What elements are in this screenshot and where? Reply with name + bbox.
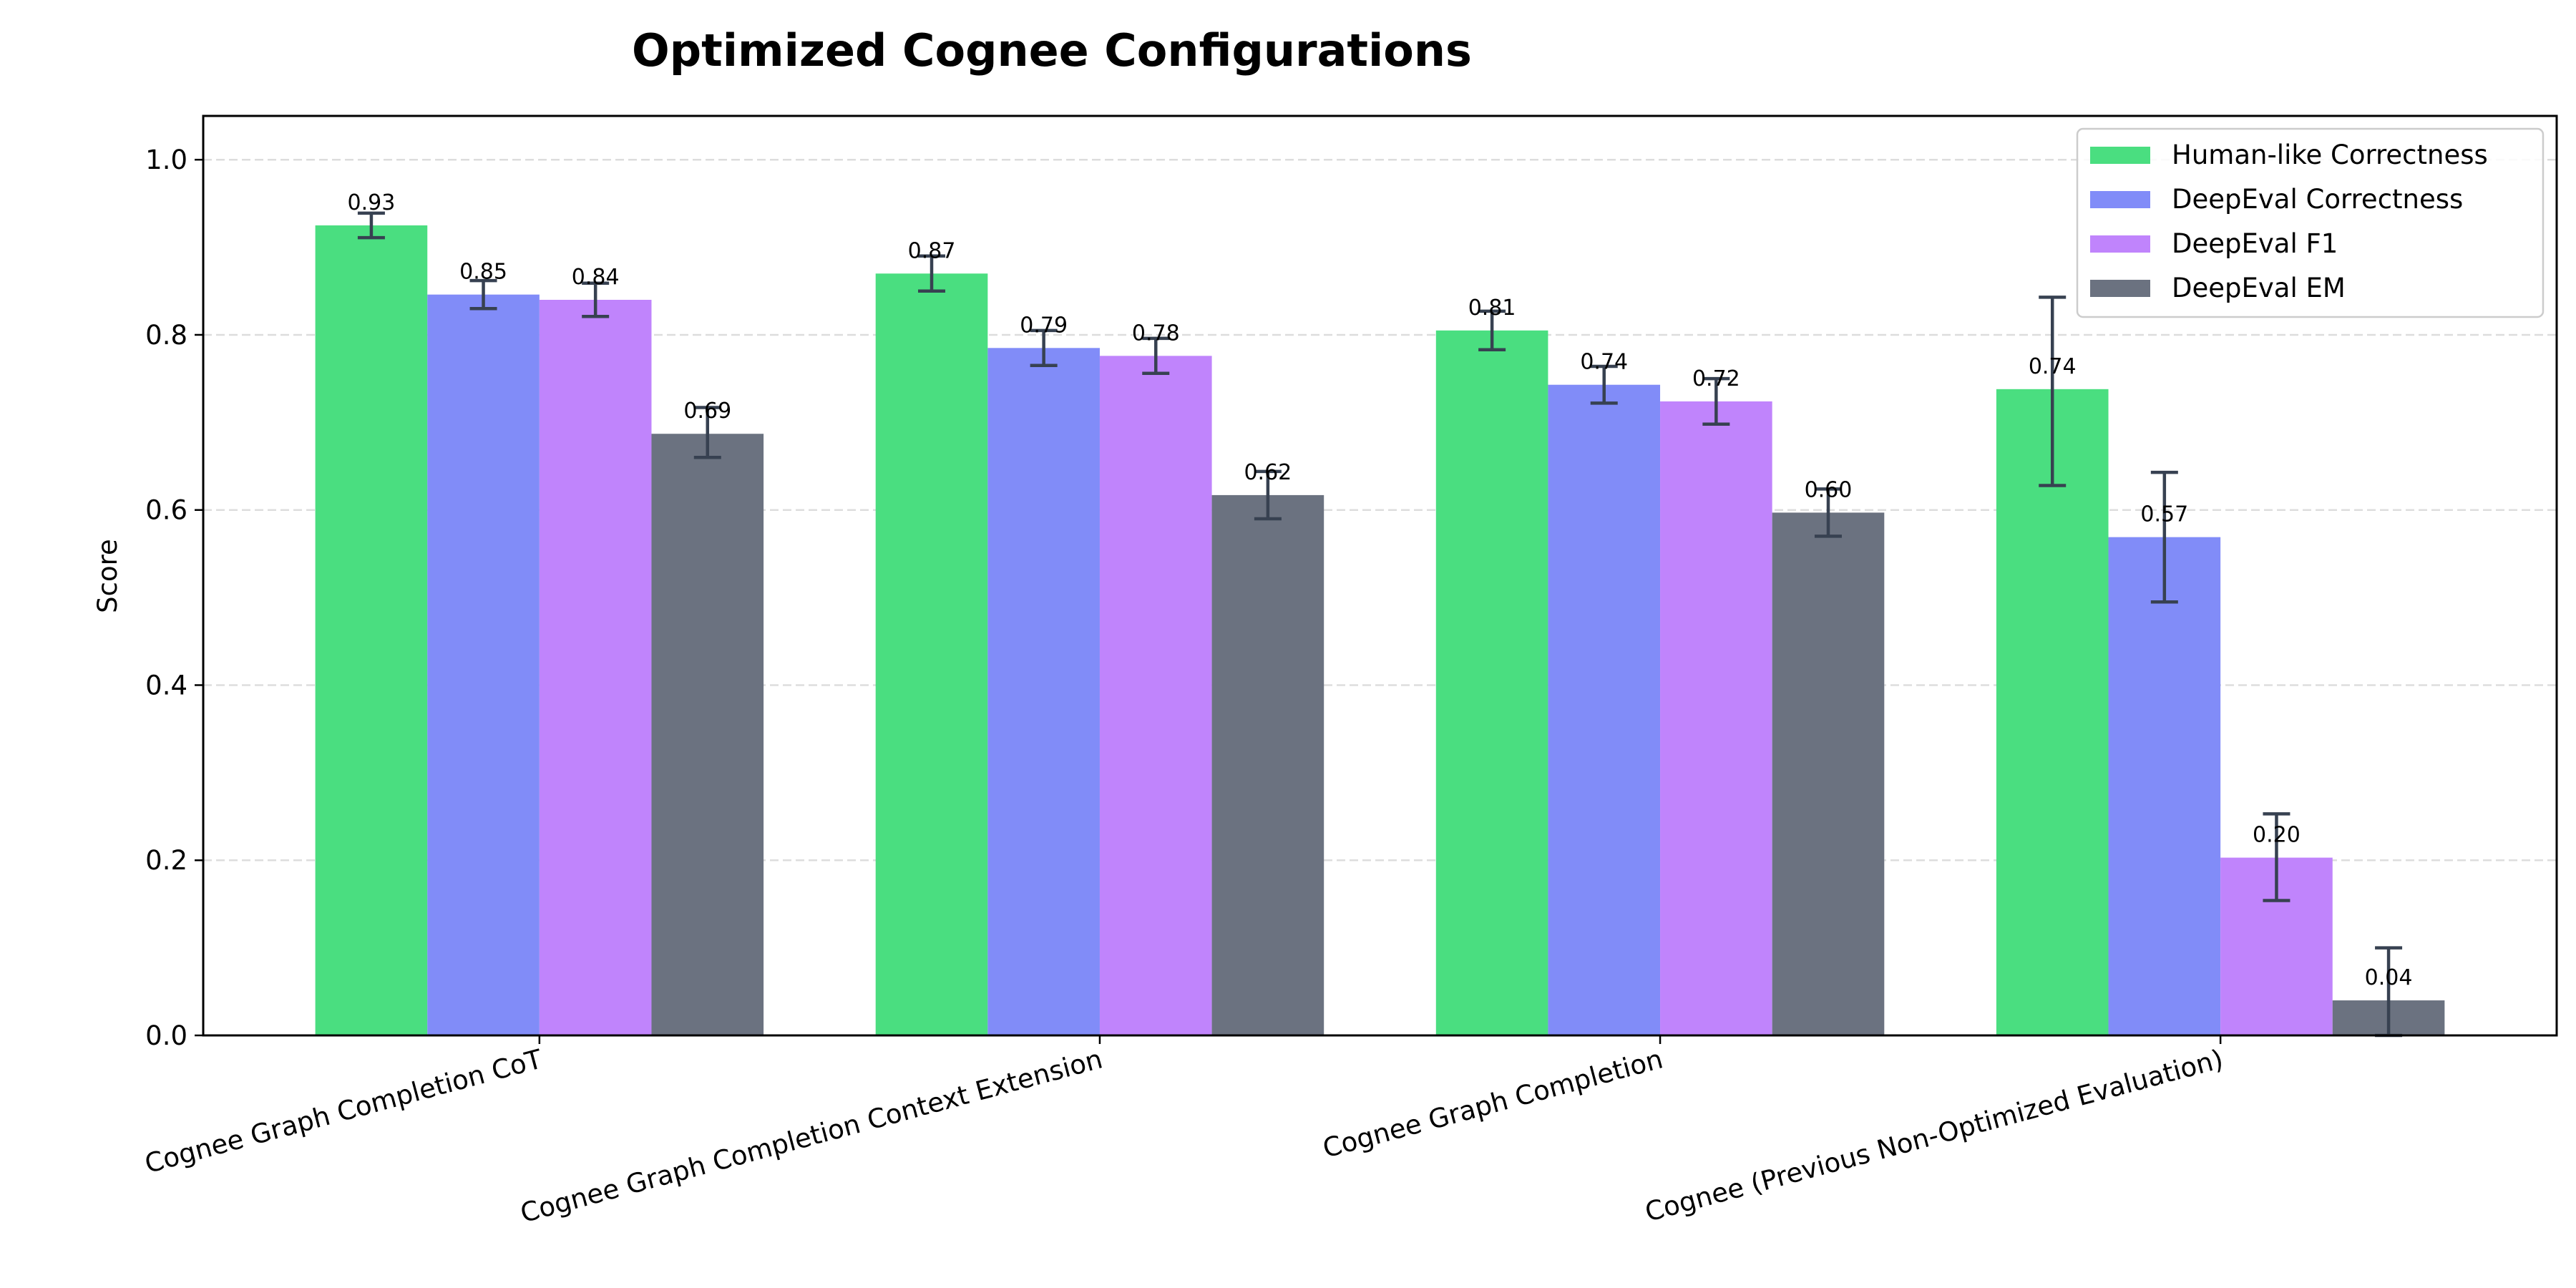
y-tick-label: 1.0 (145, 145, 187, 175)
value-label: 0.93 (348, 190, 396, 215)
legend-swatch (2090, 147, 2150, 164)
bar (427, 294, 540, 1036)
value-label: 0.04 (2365, 965, 2413, 990)
value-label: 0.85 (459, 260, 507, 285)
bar (1435, 330, 1548, 1035)
bar (315, 225, 428, 1035)
y-tick-label: 0.2 (145, 845, 187, 876)
value-label: 0.60 (1805, 477, 1853, 502)
bar (1099, 356, 1212, 1035)
legend-swatch (2090, 191, 2150, 208)
value-label: 0.87 (908, 238, 956, 263)
error-bars (357, 211, 2403, 1038)
legend-swatch (2090, 235, 2150, 253)
value-label: 0.57 (2140, 502, 2188, 527)
bar (875, 273, 988, 1036)
value-label: 0.74 (2029, 354, 2077, 379)
legend: Human-like Correctness DeepEval Correctne… (2076, 127, 2545, 318)
value-label: 0.74 (1580, 350, 1628, 375)
legend-label: DeepEval Correctness (2172, 184, 2463, 215)
value-label: 0.20 (2253, 823, 2301, 848)
chart-title: Optimized Cognee Configurations (632, 24, 1472, 77)
y-axis-label: Score (92, 539, 123, 613)
bar (2108, 537, 2221, 1035)
bar (987, 348, 1100, 1035)
value-label: 0.81 (1468, 296, 1516, 321)
value-label: 0.72 (1692, 366, 1740, 391)
bar (1996, 389, 2109, 1035)
value-labels: 0.93 0.87 0.81 0.74 0.85 0.79 0.74 0.57 0.84 0.78… (348, 190, 2413, 990)
value-label: 0.62 (1244, 460, 1292, 485)
legend-label: DeepEval EM (2172, 273, 2346, 303)
y-tick-label: 0.6 (145, 495, 187, 526)
plot-frame (202, 114, 2558, 1037)
bar (1548, 384, 1661, 1035)
bar (651, 434, 764, 1035)
value-label: 0.78 (1132, 321, 1180, 346)
y-tick-label: 0.0 (145, 1020, 187, 1051)
y-tick-label: 0.8 (145, 320, 187, 351)
x-tick-label: Cognee Graph Completion Context Extensio… (517, 1043, 1106, 1229)
legend-swatch (2090, 280, 2150, 297)
bars (315, 225, 2445, 1036)
x-tick-label: Cognee Graph Completion (1319, 1043, 1666, 1163)
bar (1211, 494, 1324, 1035)
y-axis: 0.0 0.2 0.4 0.6 0.8 1.0 (145, 145, 203, 1051)
bar (539, 300, 652, 1035)
legend-label: Human-like Correctness (2172, 140, 2488, 170)
x-tick-label: Cognee (Previous Non-Optimized Evaluatio… (1642, 1043, 2227, 1227)
x-tick-label: Cognee Graph Completion CoT (142, 1043, 546, 1179)
legend-label: DeepEval F1 (2172, 228, 2338, 259)
y-tick-label: 0.4 (145, 670, 187, 701)
value-label: 0.79 (1020, 313, 1068, 338)
bar (1772, 512, 1885, 1035)
value-label: 0.69 (683, 399, 731, 424)
legend-box (2076, 127, 2545, 318)
bar (1660, 401, 1772, 1035)
value-label: 0.84 (572, 265, 620, 290)
